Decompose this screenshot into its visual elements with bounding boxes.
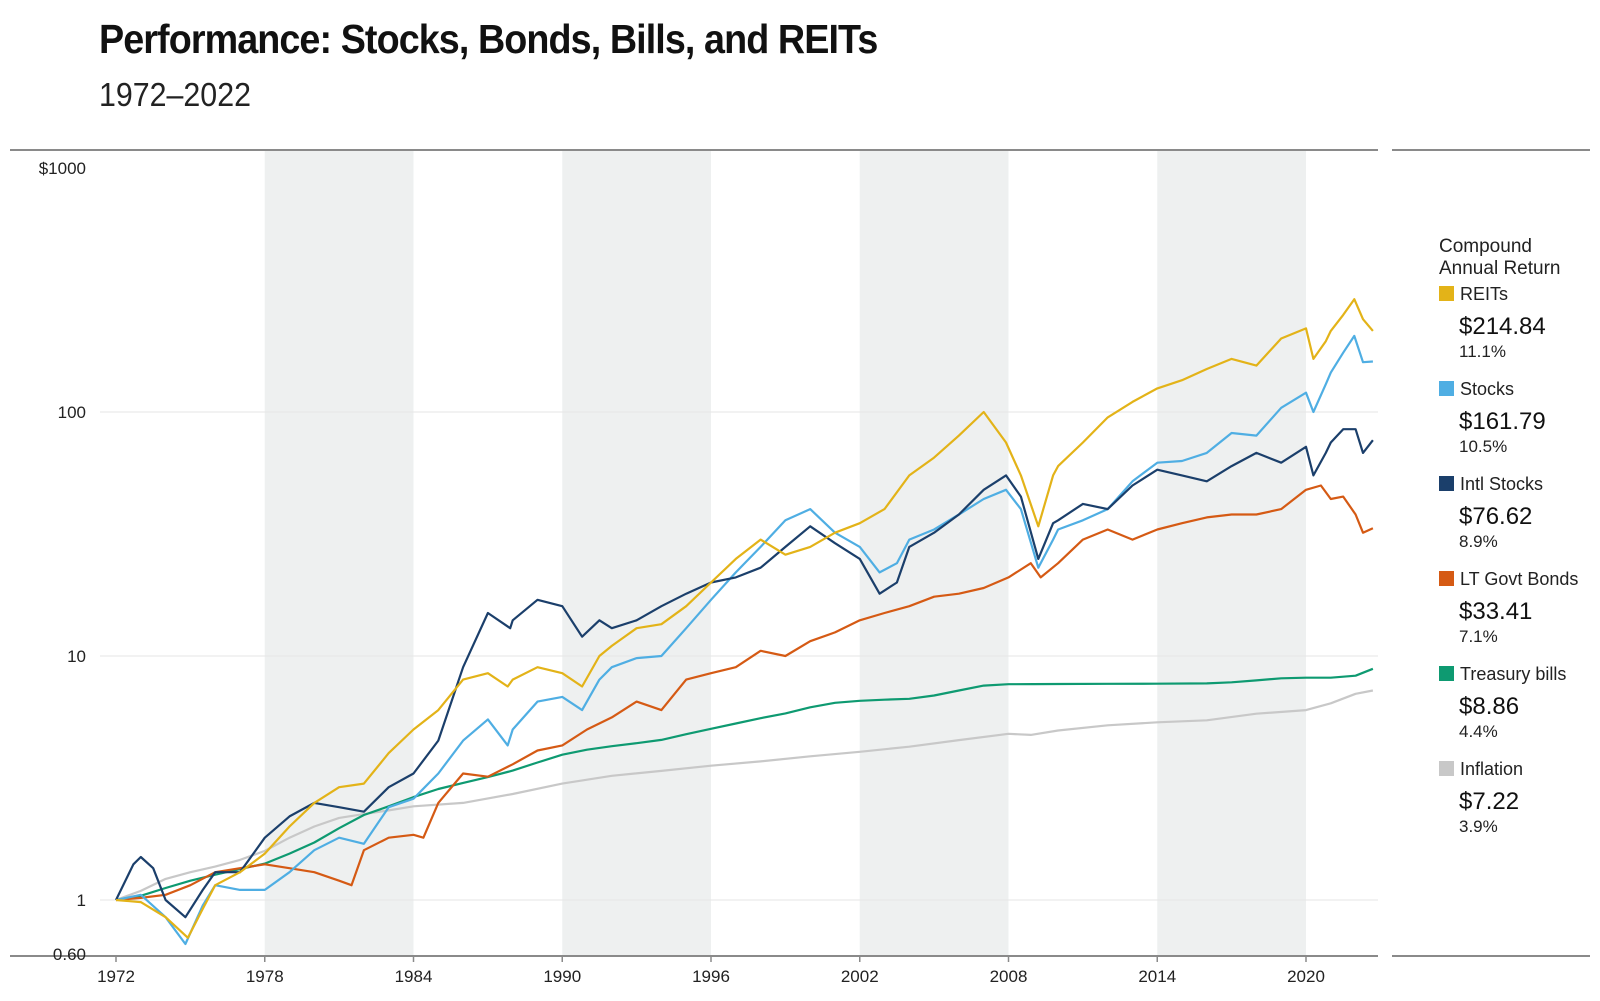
series-line-reits	[115, 298, 1374, 939]
legend-swatch-intl-stocks	[1439, 476, 1454, 491]
series-line-treasury-bills	[115, 667, 1374, 902]
x-tick-label: 1984	[395, 967, 433, 986]
x-tick-label: 2020	[1287, 967, 1325, 986]
legend-value-intl-stocks: $76.62	[1459, 503, 1532, 530]
x-tick-label: 2002	[841, 967, 879, 986]
y-tick-label: 100	[58, 403, 86, 422]
y-tick-label: 10	[67, 647, 86, 666]
x-tick-label: 2014	[1138, 967, 1176, 986]
legend-swatch-reits	[1439, 286, 1454, 301]
chart-subtitle: 1972–2022	[99, 76, 251, 113]
x-axis-ticks: 1972 1978 1984 1990 1996 2002 2008 2014 2020	[97, 956, 1325, 986]
legend-cagr-lt-govt-bonds: 7.1%	[1459, 627, 1498, 646]
legend-name-inflation: Inflation	[1460, 759, 1523, 779]
y-tick-label: $1000	[39, 159, 86, 178]
series-lines	[115, 298, 1374, 946]
legend-title: Compound	[1439, 236, 1532, 257]
y-axis-ticks: $1000 100 10 1 0.60	[39, 159, 86, 964]
legend-value-treasury-bills: $8.86	[1459, 693, 1519, 720]
legend-name-intl-stocks: Intl Stocks	[1460, 474, 1543, 494]
legend-cagr-intl-stocks: 8.9%	[1459, 532, 1498, 551]
legend-value-stocks: $161.79	[1459, 408, 1546, 435]
legend-title-line2: Annual Return	[1439, 258, 1560, 279]
legend: Compound Annual Return REITs $214.84 11.1%…	[1439, 236, 1578, 836]
shaded-bands	[264, 151, 1306, 955]
x-tick-label: 1978	[246, 967, 284, 986]
x-tick-label: 2008	[990, 967, 1028, 986]
gridlines	[100, 411, 1378, 901]
shaded-band-3	[1157, 151, 1306, 955]
x-tick-label: 1972	[97, 967, 135, 986]
legend-name-reits: REITs	[1460, 284, 1508, 304]
legend-cagr-inflation: 3.9%	[1459, 817, 1498, 836]
x-tick-label: 1990	[543, 967, 581, 986]
legend-value-lt-govt-bonds: $33.41	[1459, 598, 1532, 625]
legend-swatch-treasury-bills	[1439, 666, 1454, 681]
y-tick-label: 0.60	[53, 945, 86, 964]
series-line-stocks	[115, 334, 1373, 946]
series-line-intl-stocks	[115, 428, 1374, 919]
shaded-band-0	[264, 151, 414, 955]
legend-cagr-reits: 11.1%	[1459, 342, 1506, 361]
shaded-band-2	[859, 151, 1009, 955]
series-line-inflation	[115, 689, 1374, 902]
chart-title: Performance: Stocks, Bonds, Bills, and R…	[99, 16, 878, 62]
legend-name-stocks: Stocks	[1460, 379, 1514, 399]
legend-cagr-treasury-bills: 4.4%	[1459, 722, 1498, 741]
legend-swatch-lt-govt-bonds	[1439, 571, 1454, 586]
series-line-lt-govt-bonds	[115, 484, 1374, 902]
shaded-band-1	[562, 151, 711, 955]
y-tick-label: 1	[77, 891, 86, 910]
x-tick-label: 1996	[692, 967, 730, 986]
legend-swatch-inflation	[1439, 761, 1454, 776]
legend-name-lt-govt-bonds: LT Govt Bonds	[1460, 569, 1578, 589]
legend-swatch-stocks	[1439, 381, 1454, 396]
legend-value-inflation: $7.22	[1459, 788, 1519, 815]
legend-name-treasury-bills: Treasury bills	[1460, 664, 1566, 684]
legend-value-reits: $214.84	[1459, 313, 1546, 340]
legend-cagr-stocks: 10.5%	[1459, 437, 1507, 456]
